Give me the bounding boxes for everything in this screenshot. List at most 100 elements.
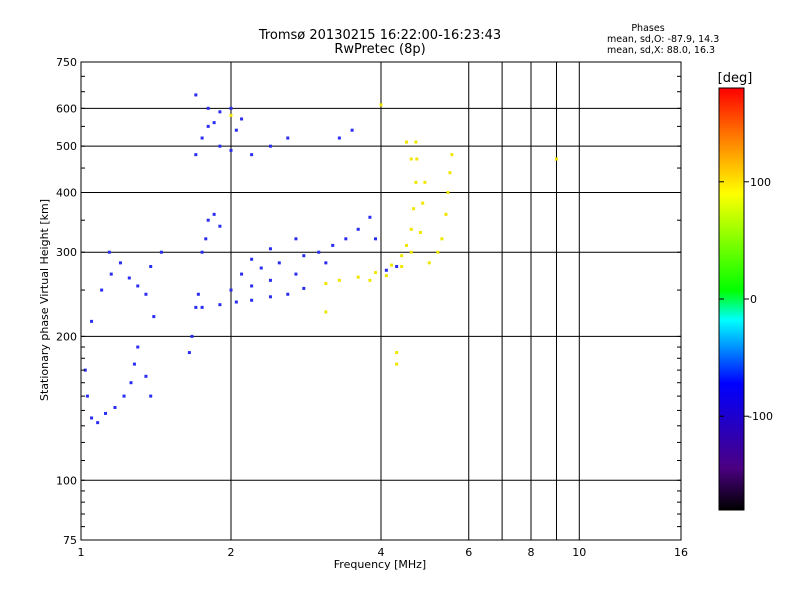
x-mode-echo-point [404,243,408,247]
o-mode-echo-point [127,276,131,280]
o-mode-echo-point [240,272,244,276]
x-mode-echo-point [448,171,452,175]
x-mode-echo-point [404,140,408,144]
o-mode-echo-point [374,237,378,241]
o-mode-echo-point [144,374,148,378]
o-mode-echo-point [109,272,113,276]
x-mode-echo-point [400,265,404,269]
colorbar-tick-label: 100 [750,176,771,189]
phases-line-o: mean, sd,O: -87.9, 14.3 [607,34,719,45]
o-mode-echo-point [395,265,399,269]
axes: 1 2 4 6 8 10 16 75 100 200 300 400 500 600 750 [56,56,688,559]
x-mode-echo-point [229,113,233,117]
o-mode-echo-point [206,218,210,222]
o-mode-echo-point [83,368,87,372]
x-mode-echo-point [324,310,328,314]
o-mode-echo-point [250,257,254,261]
o-mode-echo-point [122,394,126,398]
o-mode-echo-point [187,351,191,355]
y-tick-label: 400 [56,186,77,199]
plot-frame [80,61,682,541]
o-mode-echo-point [200,305,204,309]
o-mode-echo-point [206,124,210,128]
o-mode-echo-point [218,110,222,114]
x-mode-echo-point [390,263,394,267]
o-mode-echo-point [294,237,298,241]
o-mode-echo-point [240,117,244,121]
chart-title: Tromsø 20130215 16:22:00-16:23:43 [258,28,501,43]
o-mode-echo-point [218,303,222,307]
x-mode-echo-point [436,250,440,254]
o-mode-echo-point [107,250,111,254]
x-tick-label: 1 [78,546,85,559]
x-mode-echo-point [412,207,416,211]
x-tick-label: 16 [674,546,688,559]
o-mode-echo-point [100,288,104,292]
y-tick-label: 300 [56,246,77,259]
o-mode-echo-point [250,284,254,288]
x-tick-label: 10 [572,546,586,559]
phases-heading: Phases [631,23,664,34]
o-mode-echo-point [229,148,233,152]
o-mode-echo-point [302,286,306,290]
o-mode-echo-point [144,292,148,296]
o-mode-echo-point [268,144,272,148]
o-mode-echo-point [190,334,194,338]
x-mode-echo-point [444,212,448,216]
y-tick-label: 750 [56,56,77,69]
o-mode-echo-point [250,298,254,302]
o-mode-echo-point [200,250,204,254]
x-mode-echo-point [356,275,360,279]
o-mode-echo-point [350,128,354,132]
x-mode-echo-point [368,278,372,282]
x-tick-label: 6 [465,546,472,559]
y-tick-label: 100 [56,474,77,487]
o-mode-echo-point [384,268,388,272]
o-mode-echo-point [149,394,153,398]
o-mode-echo-point [344,237,348,241]
echo-points [83,93,558,425]
o-mode-echo-point [159,250,163,254]
x-tick-label: 4 [378,546,385,559]
o-mode-echo-point [218,224,222,228]
o-mode-echo-point [337,136,341,140]
grid [81,62,681,540]
o-mode-echo-point [294,272,298,276]
y-axis-label: Stationary phase Virtual Height [km] [38,199,51,401]
x-mode-echo-point [374,271,378,275]
o-mode-echo-point [277,261,281,265]
o-mode-echo-point [194,305,198,309]
o-mode-echo-point [229,288,233,292]
o-mode-echo-point [132,362,136,366]
x-mode-echo-point [414,140,418,144]
x-mode-echo-point [427,261,431,265]
o-mode-echo-point [250,153,254,157]
phases-line-x: mean, sd,X: 88.0, 16.3 [607,45,715,56]
colorbar-tick-label: -100 [748,410,773,423]
x-tick-label: 2 [228,546,235,559]
x-tick-label: 8 [528,546,535,559]
o-mode-echo-point [212,212,216,216]
x-mode-echo-point [446,190,450,194]
x-axis-label: Frequency [MHz] [334,558,426,571]
chart-subtitle: RwPretec (8p) [334,42,425,57]
o-mode-echo-point [118,261,122,265]
o-mode-echo-point [149,265,153,269]
x-mode-echo-point [324,282,328,286]
o-mode-echo-point [206,106,210,110]
o-mode-echo-point [136,345,140,349]
x-mode-echo-point [421,201,425,205]
x-mode-echo-point [379,103,383,107]
o-mode-echo-point [317,250,321,254]
o-mode-echo-point [268,247,272,251]
o-mode-echo-point [286,136,290,140]
o-mode-echo-point [113,405,117,409]
x-mode-echo-point [409,227,413,231]
o-mode-echo-point [204,237,208,241]
o-mode-echo-point [85,394,89,398]
o-mode-echo-point [218,144,222,148]
x-mode-echo-point [395,362,399,366]
colorbar-tick-label: 0 [750,293,757,306]
o-mode-echo-point [324,261,328,265]
